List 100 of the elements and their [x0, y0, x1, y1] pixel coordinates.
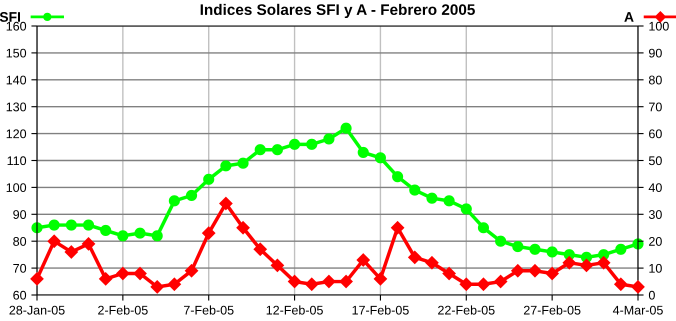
y-tick-label: 100: [6, 183, 26, 192]
point: [48, 220, 60, 231]
point: [425, 256, 439, 270]
point: [100, 224, 112, 236]
point: [529, 244, 541, 255]
point: [476, 278, 490, 291]
point: [150, 280, 164, 294]
y-tick-label: 60: [13, 290, 26, 300]
y2-tick-label: 10: [649, 264, 662, 273]
point: [374, 152, 386, 164]
x-tick-label: 17-Feb-05: [352, 305, 409, 315]
y2-tick-label: 30: [648, 210, 662, 219]
point: [254, 144, 266, 156]
point: [562, 256, 576, 270]
y-tick-label: 90: [13, 210, 26, 219]
point: [442, 266, 456, 280]
point: [460, 203, 472, 214]
point: [460, 278, 473, 291]
x-tick-label: 28-Jan-05: [9, 306, 65, 315]
point: [444, 195, 455, 206]
point: [270, 258, 284, 272]
point: [358, 146, 369, 158]
point: [238, 158, 249, 169]
point: [116, 266, 130, 280]
point: [512, 241, 524, 252]
point: [186, 190, 198, 202]
point: [272, 144, 283, 156]
point: [528, 264, 542, 278]
y2-tick-label: 80: [648, 76, 662, 84]
y-tick-label: 160: [6, 22, 26, 31]
point: [374, 272, 388, 286]
y-tick-label: 140: [6, 76, 26, 84]
point: [133, 266, 147, 280]
point: [614, 278, 628, 291]
point: [64, 245, 78, 259]
point: [202, 226, 216, 240]
point: [409, 184, 420, 196]
y-tick-label: 120: [6, 129, 26, 138]
point: [288, 274, 302, 288]
point: [323, 133, 334, 145]
y-tick-label: 110: [8, 156, 26, 166]
point: [408, 250, 422, 264]
x-tick-label: 2-Feb-05: [98, 305, 148, 315]
point: [615, 244, 626, 255]
x-tick-label: 27-Feb-05: [524, 305, 580, 315]
point: [391, 221, 404, 234]
legend-label: SFI: [0, 12, 20, 22]
point: [340, 122, 352, 134]
x-tick-label: 12-Feb-05: [266, 305, 323, 315]
point: [478, 222, 490, 234]
point: [306, 138, 318, 150]
point: [546, 266, 559, 280]
point: [168, 195, 180, 206]
y2-tick-label: 40: [648, 183, 662, 192]
point: [356, 253, 370, 267]
point: [117, 230, 128, 242]
point: [99, 272, 112, 286]
point: [305, 278, 318, 291]
point: [546, 246, 558, 258]
point: [631, 280, 645, 294]
point: [392, 171, 404, 182]
point: [82, 237, 96, 250]
point: [289, 138, 300, 150]
y-tick-label: 80: [13, 237, 26, 246]
point: [426, 192, 438, 204]
y-tick-label: 70: [13, 264, 26, 273]
point: [134, 228, 146, 239]
x-tick-label: 7-Feb-05: [184, 305, 234, 315]
legend-label: A: [624, 12, 634, 22]
y2-tick-label: 70: [649, 102, 662, 112]
point: [580, 258, 594, 272]
point: [30, 272, 44, 286]
y2-tick-label: 90: [649, 48, 662, 58]
point: [597, 256, 610, 270]
point: [236, 221, 250, 234]
point: [495, 236, 506, 247]
point: [66, 220, 77, 231]
point: [322, 274, 336, 288]
point: [494, 274, 508, 288]
point: [203, 174, 214, 185]
point: [220, 160, 232, 172]
chart-title: Indices Solares SFI y A - Febrero 2005: [200, 4, 475, 18]
point: [168, 278, 181, 291]
y2-tick-label: 100: [649, 22, 669, 31]
y2-tick-label: 0: [648, 290, 655, 300]
point: [340, 274, 353, 288]
y2-tick-label: 60: [649, 129, 662, 138]
point: [82, 220, 94, 231]
x-tick-label: 4-Mar-05: [612, 306, 663, 315]
y2-tick-label: 20: [649, 237, 662, 246]
y-tick-label: 150: [6, 48, 26, 58]
point: [152, 230, 163, 242]
point: [48, 234, 61, 248]
y2-tick-label: 50: [648, 156, 662, 166]
point: [184, 264, 198, 278]
point: [511, 264, 524, 278]
y-tick-label: 130: [6, 102, 26, 112]
point: [219, 196, 232, 210]
point: [254, 242, 267, 256]
x-tick-label: 22-Feb-05: [438, 305, 495, 315]
